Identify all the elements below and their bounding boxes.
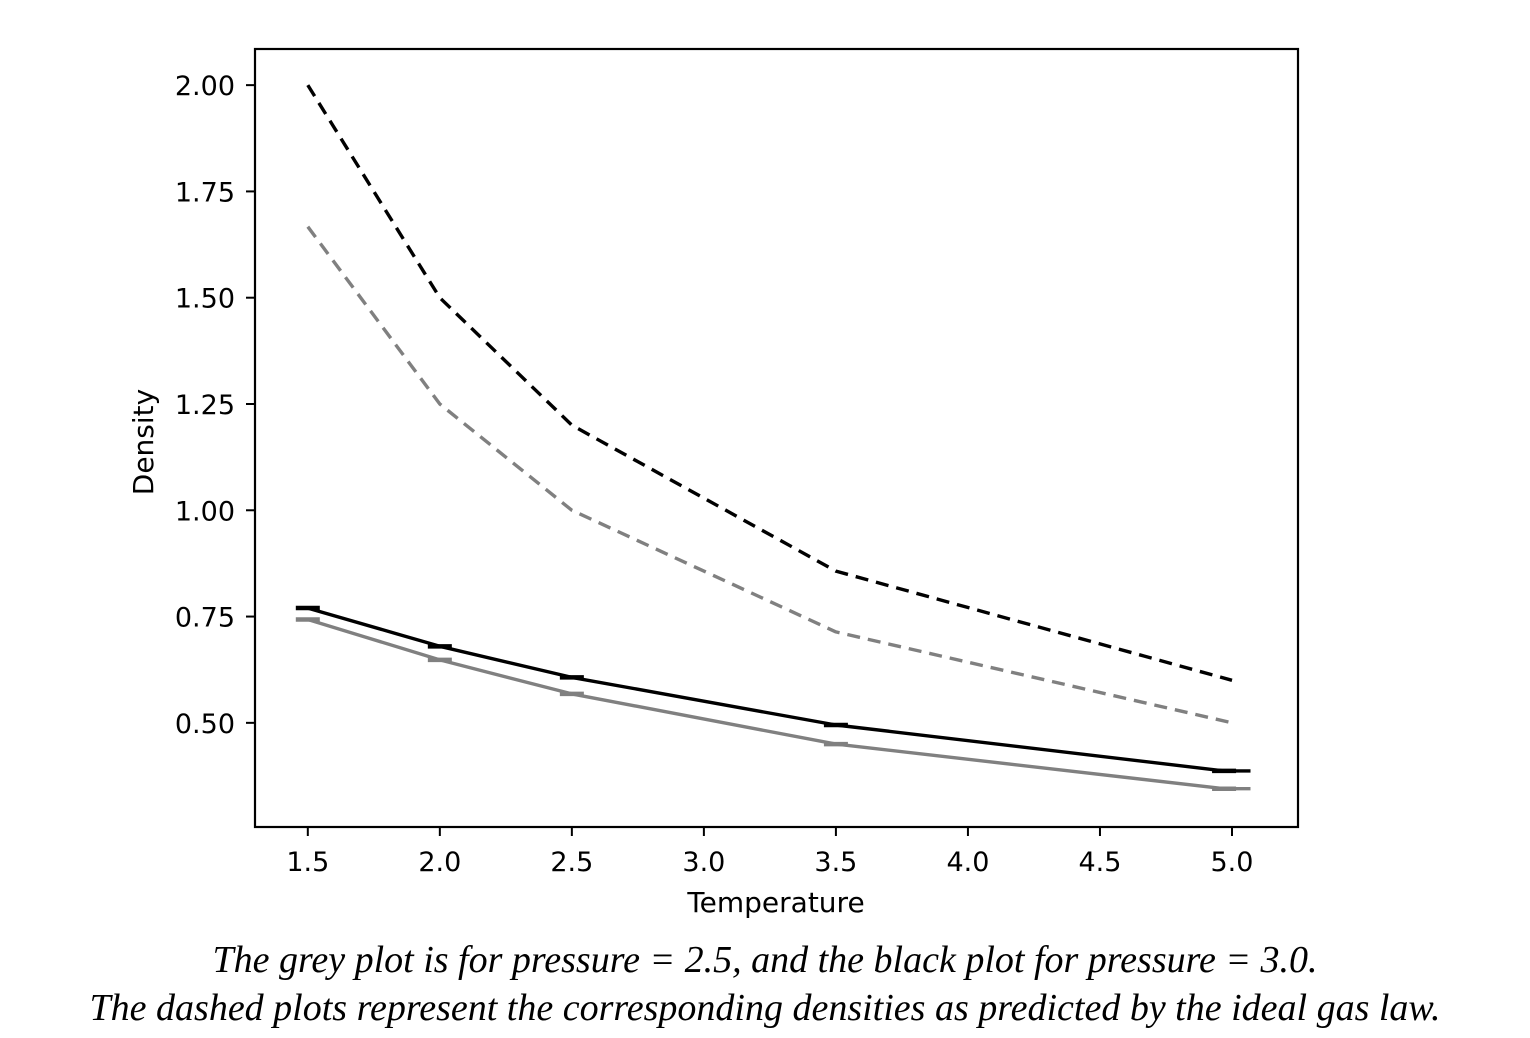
x-tick-label: 2.0 — [418, 847, 461, 878]
y-tick-label: 0.75 — [175, 603, 235, 634]
y-tick-label: 1.00 — [175, 496, 235, 527]
y-tick-label: 2.00 — [175, 71, 235, 102]
x-tick-label: 4.0 — [946, 847, 989, 878]
caption-line-2: The dashed plots represent the correspon… — [89, 987, 1441, 1029]
x-tick-label: 3.5 — [814, 847, 857, 878]
x-axis: 1.5 2.0 2.5 3.0 3.5 4.0 4.5 5.0 — [286, 827, 1253, 878]
y-tick-label: 1.25 — [175, 390, 235, 421]
series-layer — [295, 84, 1251, 791]
y-axis-title: Density — [127, 389, 160, 495]
plot-frame — [253, 47, 1300, 829]
series-line-p3-0 — [307, 606, 1251, 773]
x-tick-label: 2.5 — [550, 847, 593, 878]
x-axis-title: Temperature — [686, 886, 864, 919]
x-tick-label: 1.5 — [286, 847, 329, 878]
series-line-ideal-p2-5 — [306, 225, 1233, 725]
y-axis: 0.50 0.75 1.00 1.25 1.50 1.75 2.00 — [175, 71, 255, 740]
density-temperature-chart: 1.5 2.0 2.5 3.0 3.5 4.0 4.5 5.0 0.50 0.75 1.00 1.2… — [127, 47, 1300, 919]
y-tick-label: 0.50 — [175, 709, 235, 740]
y-tick-label: 1.50 — [175, 284, 235, 315]
series-line-ideal-p3-0 — [306, 84, 1233, 682]
caption-line-1: The grey plot is for pressure = 2.5, and… — [212, 939, 1318, 981]
y-tick-label: 1.75 — [175, 177, 235, 208]
x-tick-label: 4.5 — [1078, 847, 1121, 878]
x-tick-label: 5.0 — [1211, 847, 1254, 878]
x-tick-label: 3.0 — [682, 847, 725, 878]
